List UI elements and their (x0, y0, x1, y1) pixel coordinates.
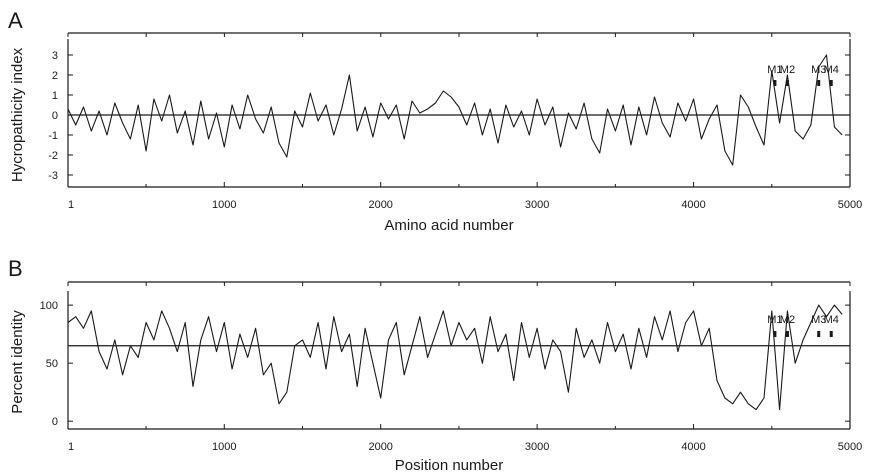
y-tick-label: -2 (48, 150, 58, 162)
x-axis-title: Position number (395, 457, 503, 474)
y-tick-label: -3 (48, 170, 58, 182)
x-tick-label: 2000 (368, 441, 392, 453)
y-tick-label: 2 (52, 70, 58, 82)
y-tick-label: 0 (52, 416, 58, 428)
segment-marker (786, 331, 789, 337)
segment-marker (817, 331, 820, 337)
y-tick-label: 50 (46, 358, 58, 370)
y-tick-label: 0 (52, 110, 58, 122)
segment-marker (817, 80, 820, 86)
segment-label: M2 (780, 64, 795, 76)
y-axis-title: Percent identity (9, 310, 26, 414)
segment-label: M2 (780, 314, 795, 326)
x-axis-title: Amino acid number (384, 217, 513, 234)
segment-marker (773, 331, 776, 337)
x-tick-label: 3000 (525, 199, 549, 211)
x-tick-label: 1 (68, 199, 74, 211)
x-tick-label: 2000 (368, 199, 392, 211)
x-tick-label: 3000 (525, 441, 549, 453)
x-tick-label: 1 (68, 441, 74, 453)
x-tick-label: 1000 (212, 199, 236, 211)
y-tick-label: 3 (52, 50, 58, 62)
segment-marker (786, 80, 789, 86)
segment-marker (830, 80, 833, 86)
y-tick-label: -1 (48, 130, 58, 142)
segment-marker (830, 331, 833, 337)
series-line (68, 55, 842, 165)
x-tick-label: 5000 (838, 199, 862, 211)
x-tick-label: 5000 (838, 441, 862, 453)
segment-label: M4 (824, 64, 839, 76)
segment-marker (773, 80, 776, 86)
panel-letter: A (8, 8, 23, 33)
x-tick-label: 4000 (681, 199, 705, 211)
segment-label: M4 (824, 314, 839, 326)
series-line (68, 305, 842, 410)
y-axis-title: Hycropathicity index (9, 47, 26, 182)
y-tick-label: 100 (40, 300, 58, 312)
y-tick-label: 1 (52, 90, 58, 102)
panel-letter: B (8, 256, 23, 281)
x-tick-label: 4000 (681, 441, 705, 453)
x-tick-label: 1000 (212, 441, 236, 453)
